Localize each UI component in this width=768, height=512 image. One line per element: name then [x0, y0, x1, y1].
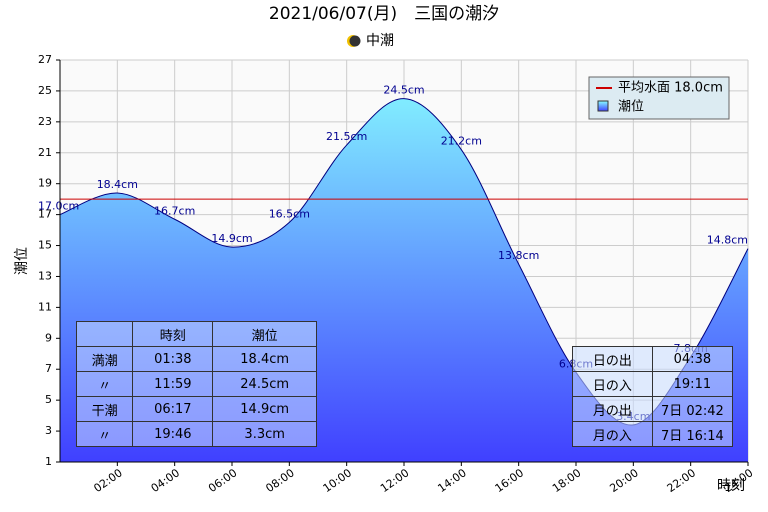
x-tick-label: 06:00: [206, 466, 239, 495]
x-tick-label: 02:00: [91, 466, 124, 495]
x-axis-label: 時刻: [717, 478, 745, 494]
table-row: 日の入 19:11: [572, 371, 734, 397]
table-cell: 01:38: [132, 346, 214, 372]
header-cell: 潮位: [212, 321, 317, 347]
table-row: 〃 11:59 24.5cm: [75, 371, 317, 397]
table-row: 〃 19:46 3.3cm: [75, 421, 317, 447]
data-label: 16.5cm: [269, 207, 310, 220]
y-tick-label: 21: [38, 146, 52, 159]
y-tick-label: 17: [38, 208, 52, 221]
table-cell: 18.4cm: [212, 346, 317, 372]
y-tick-label: 15: [38, 239, 52, 252]
legend-box: [588, 76, 730, 120]
table-cell: 19:11: [651, 371, 734, 397]
data-label: 17.0cm: [38, 200, 79, 213]
y-tick-label: 19: [38, 177, 52, 190]
table-cell: 3.3cm: [212, 421, 317, 447]
y-tick-label: 25: [38, 84, 52, 97]
y-tick-label: 5: [45, 393, 52, 406]
moon-shadow: [349, 35, 361, 47]
table-cell: 日の入: [572, 371, 653, 397]
table-cell: 月の出: [572, 396, 653, 422]
x-tick-label: 18:00: [550, 466, 583, 495]
y-axis-label: 潮位: [14, 247, 30, 275]
x-tick-label: 14:00: [435, 466, 468, 495]
table-cell: 〃: [75, 421, 134, 447]
data-label: 14.8cm: [707, 234, 748, 247]
table-header: 時刻 潮位: [75, 321, 317, 347]
table-cell: 干潮: [75, 396, 134, 422]
x-tick-label: 10:00: [321, 466, 354, 495]
x-tick-label: 04:00: [149, 466, 182, 495]
table-cell: 24.5cm: [212, 371, 317, 397]
table-cell: 月の入: [572, 421, 653, 447]
table-cell: 14.9cm: [212, 396, 317, 422]
x-tick-label: 12:00: [378, 466, 411, 495]
data-label: 13.8cm: [498, 249, 539, 262]
header-cell: 時刻: [132, 321, 214, 347]
data-label: 24.5cm: [383, 84, 424, 97]
table-row: 月の出 7日 02:42: [572, 396, 734, 422]
tide-table: 時刻 潮位 満潮 01:38 18.4cm 〃 11:59 24.5cm 干潮 06:17 14.9…: [75, 321, 317, 447]
x-tick-label: 20:00: [607, 466, 640, 495]
legend-swatch: [597, 100, 609, 112]
table-row: 月の入 7日 16:14: [572, 421, 734, 447]
x-tick-label: 08:00: [263, 466, 296, 495]
table-cell: 〃: [75, 371, 134, 397]
table-cell: 7日 16:14: [651, 421, 734, 447]
y-tick-label: 11: [38, 300, 52, 313]
x-tick-label: 22:00: [665, 466, 698, 495]
y-tick-label: 7: [45, 362, 52, 375]
table-cell: 19:46: [132, 421, 214, 447]
y-tick-label: 1: [45, 455, 52, 468]
table-cell: 満潮: [75, 346, 134, 372]
table-cell: 04:38: [651, 346, 734, 372]
table-cell: 日の出: [572, 346, 653, 372]
y-tick-label: 13: [38, 269, 52, 282]
chart-title: 2021/06/07(月) 三国の潮汐: [269, 4, 499, 24]
y-tick-label: 23: [38, 115, 52, 128]
legend-label: 平均水面 18.0cm: [618, 81, 723, 96]
data-label: 18.4cm: [97, 178, 138, 191]
data-label: 16.7cm: [154, 204, 195, 217]
header-cell: [75, 321, 134, 347]
data-label: 14.9cm: [211, 232, 252, 245]
table-row: 満潮 01:38 18.4cm: [75, 346, 317, 372]
data-label: 21.5cm: [326, 130, 367, 143]
subtitle: 中潮: [366, 33, 394, 49]
table-cell: 06:17: [132, 396, 214, 422]
y-tick-label: 3: [45, 424, 52, 437]
y-tick-label: 27: [38, 53, 52, 66]
table-cell: 7日 02:42: [651, 396, 734, 422]
x-tick-label: 16:00: [493, 466, 526, 495]
table-row: 日の出 04:38: [572, 346, 734, 372]
table-row: 干潮 06:17 14.9cm: [75, 396, 317, 422]
sun-moon-table: 日の出 04:38 日の入 19:11 月の出 7日 02:42 月の入 7日 16:14: [572, 346, 734, 447]
y-tick-label: 9: [45, 331, 52, 344]
legend-label: 潮位: [618, 100, 644, 115]
table-cell: 11:59: [132, 371, 214, 397]
data-label: 21.2cm: [441, 135, 482, 148]
